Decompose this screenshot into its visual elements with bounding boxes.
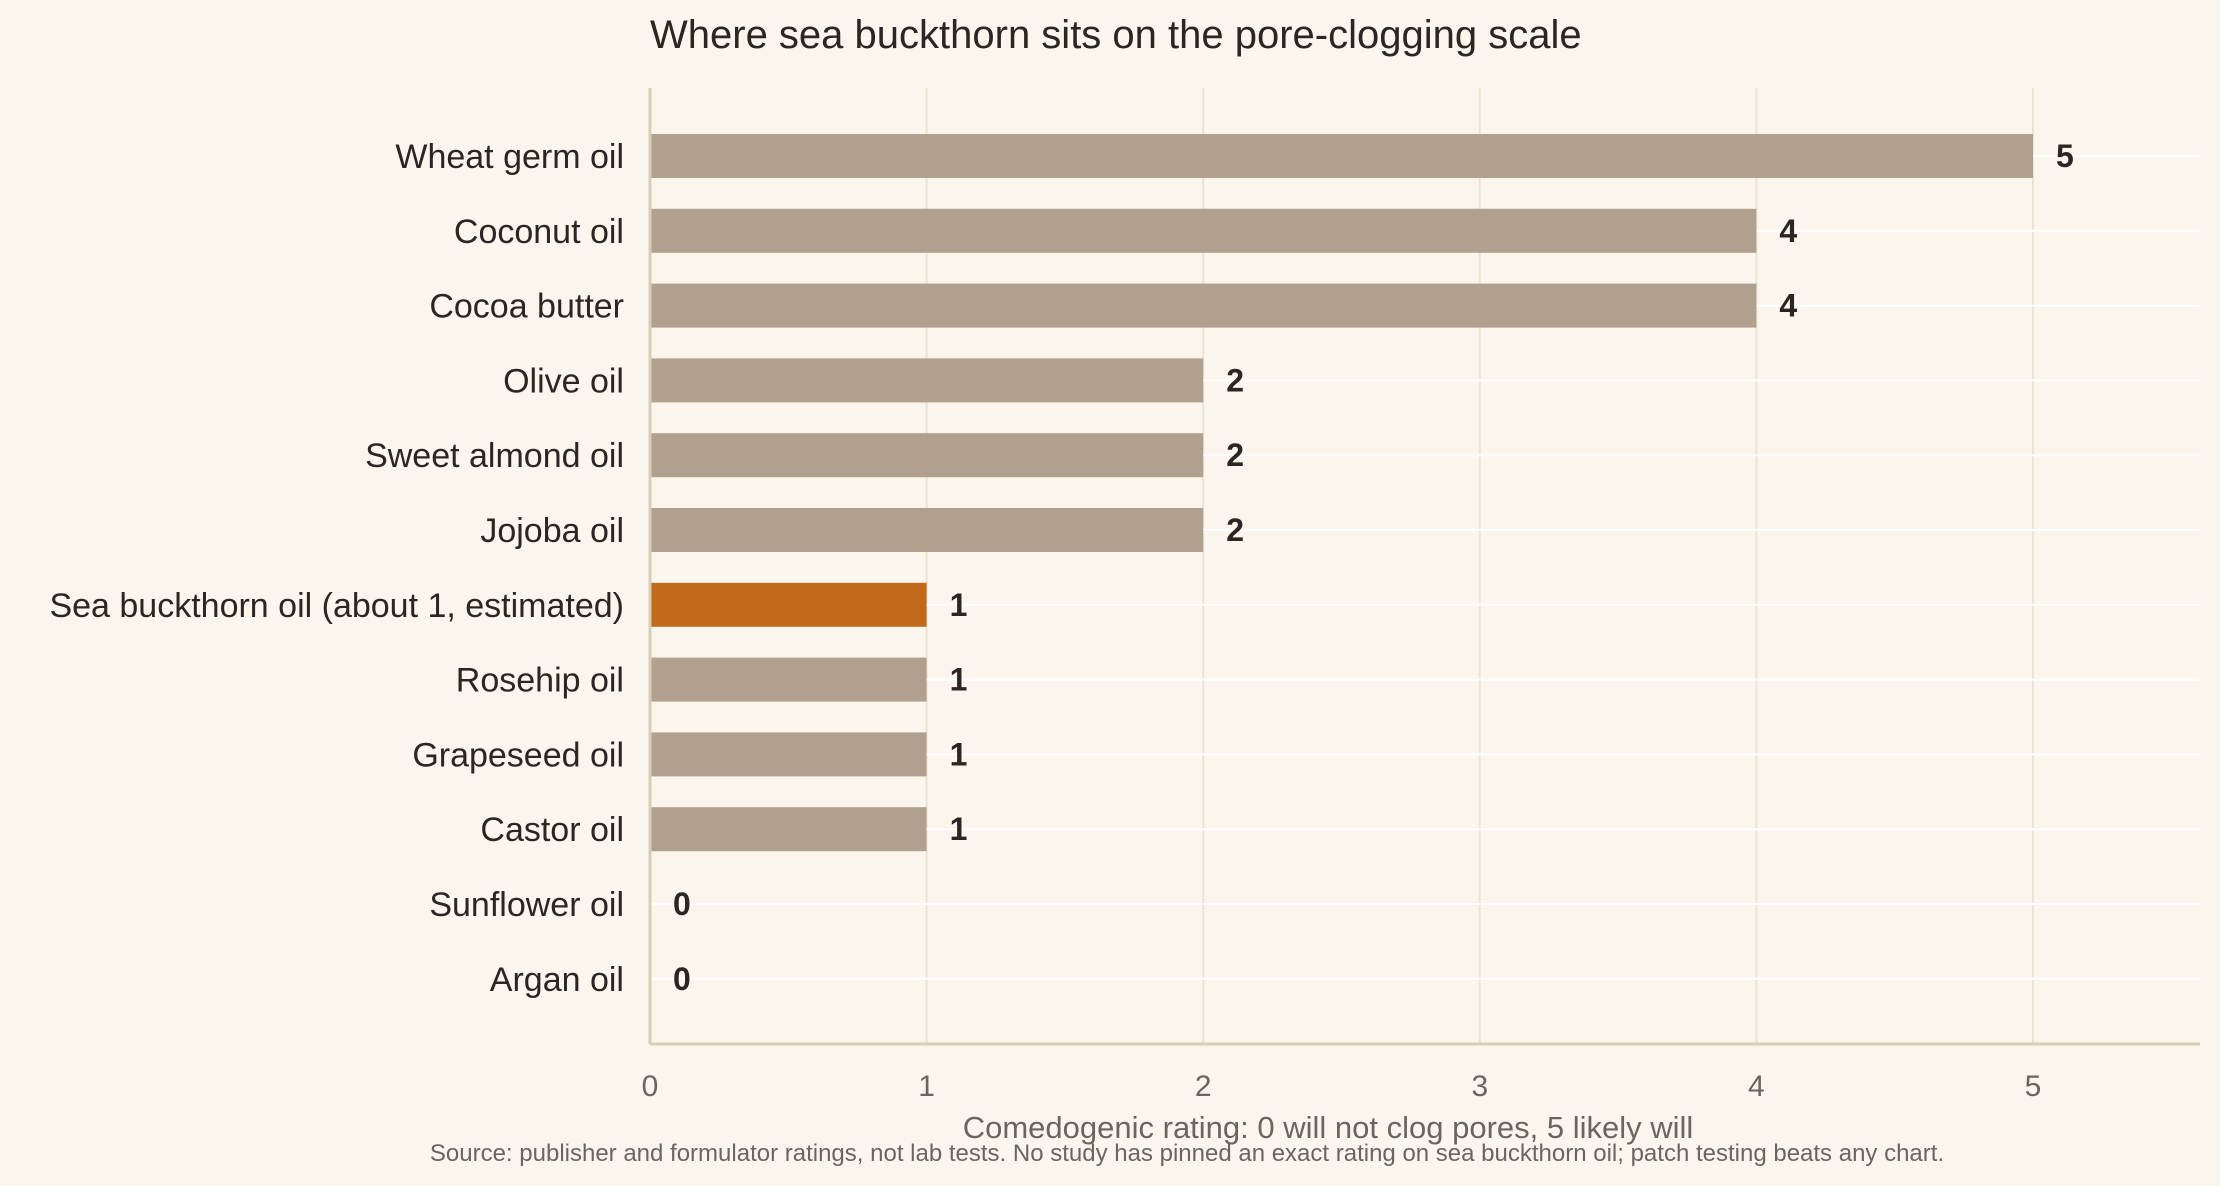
bar [650,807,927,852]
x-tick-label: 0 [642,1070,659,1103]
category-label: Rosehip oil [456,662,624,700]
value-label: 2 [1226,512,1244,548]
category-label: Jojoba oil [480,512,624,550]
x-tick-label: 4 [1748,1070,1765,1103]
bar [650,358,1204,403]
bar [650,657,927,702]
bar [650,508,1204,552]
x-axis-title: Comedogenic rating: 0 will not clog pore… [963,1110,1694,1145]
category-label: Grapeseed oil [412,736,624,774]
bar-highlight [650,582,927,627]
value-label: 2 [1226,437,1244,473]
category-label: Sea buckthorn oil (about 1, estimated) [49,587,624,625]
source-note: Source: publisher and formulator ratings… [430,1140,1944,1167]
x-tick-label: 3 [1471,1070,1488,1103]
value-label: 0 [673,961,691,997]
chart-title: Where sea buckthorn sits on the pore-clo… [650,13,1582,57]
value-label: 4 [1779,288,1797,324]
category-label: Castor oil [480,811,624,849]
value-label: 5 [2056,138,2074,174]
bars [650,134,2033,852]
value-label: 1 [950,736,968,772]
bar [650,732,927,777]
value-label: 2 [1226,362,1244,398]
value-label: 4 [1779,213,1797,249]
bar [650,208,1757,253]
x-tick-label: 5 [2025,1070,2042,1103]
category-label: Coconut oil [454,213,624,251]
bar [650,433,1204,478]
value-label: 1 [950,587,968,623]
x-tick-label: 2 [1195,1070,1212,1103]
axes [648,88,2200,1046]
category-label: Sunflower oil [429,886,624,924]
category-label: Cocoa butter [429,288,624,326]
value-label: 1 [950,811,968,847]
value-label: 0 [673,886,691,922]
category-label: Wheat germ oil [395,138,624,176]
category-label: Argan oil [490,961,624,999]
x-tick-label: 1 [918,1070,935,1103]
value-label: 1 [950,662,968,698]
bar [650,134,2033,178]
category-label: Sweet almond oil [365,437,624,475]
bar [650,283,1757,328]
category-label: Olive oil [503,362,624,400]
labels: Wheat germ oil 5 Coconut oil 4 Cocoa butter 4… [49,138,2073,1103]
